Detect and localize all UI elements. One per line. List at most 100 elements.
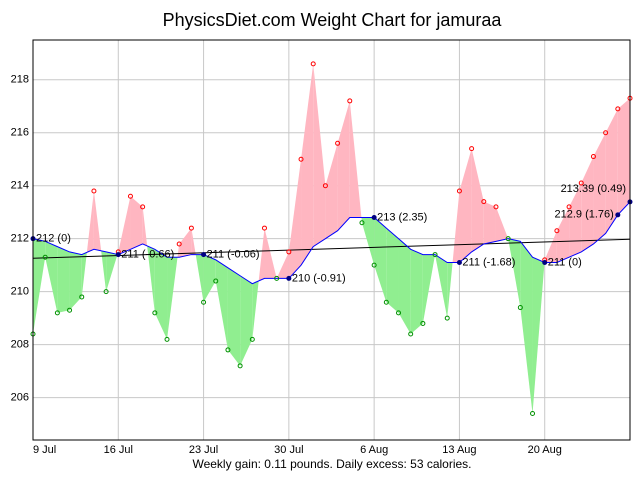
weight-marker (140, 204, 146, 210)
weight-marker (530, 411, 536, 417)
weight-marker (493, 204, 499, 210)
deficit-area (57, 246, 70, 313)
weight-marker (298, 156, 304, 162)
regression-line (32, 238, 631, 259)
deficit-area (215, 259, 228, 350)
caption: Weekly gain: 0.11 pounds. Daily excess: … (192, 457, 471, 471)
trend-line (32, 201, 631, 285)
excess-area (288, 159, 302, 279)
excess-area (452, 190, 460, 263)
deficit-area (374, 217, 387, 303)
weight-marker (54, 310, 60, 316)
trend-dot (286, 275, 292, 281)
trend-label: 211 (-0.06) (207, 248, 260, 260)
excess-area (258, 228, 265, 281)
excess-area (617, 98, 630, 215)
weight-marker (79, 294, 85, 300)
deficit-area (101, 250, 107, 292)
deficit-area (45, 241, 58, 313)
deficit-area (386, 228, 399, 313)
deficit-area (508, 238, 521, 308)
deficit-area (361, 217, 362, 223)
deficit-area (361, 217, 375, 266)
weight-marker (322, 183, 328, 189)
y-tick-label: 216 (11, 127, 29, 139)
excess-area (544, 230, 557, 263)
excess-area (179, 228, 192, 258)
deficit-area (106, 251, 118, 292)
x-tick-label: 9 Jul (33, 444, 56, 456)
y-tick-label: 212 (11, 233, 29, 245)
trend-label: 211 (-0.66) (121, 248, 174, 260)
trend-label: 213.39 (0.49) (561, 183, 626, 195)
excess-area (495, 206, 509, 242)
excess-area (556, 206, 570, 263)
trend-dot (371, 214, 377, 220)
weight-marker (505, 236, 511, 242)
trend-label: 213 (2.35) (377, 211, 427, 223)
excess-area (130, 196, 143, 250)
excess-area (605, 108, 618, 234)
weight-marker (249, 336, 255, 342)
deficit-area (252, 280, 259, 340)
trend-label: 210 (-0.91) (292, 272, 346, 284)
weight-marker (432, 252, 438, 258)
trend-label: 211 (-1.68) (462, 256, 515, 268)
trend-dot (456, 260, 462, 266)
trend-dot (115, 252, 121, 258)
excess-area (581, 156, 594, 252)
weight-marker (566, 204, 572, 210)
weight-marker (152, 310, 158, 316)
weight-marker (517, 305, 523, 311)
weight-marker (347, 98, 353, 104)
weight-marker (103, 289, 109, 295)
y-tick-label: 210 (11, 286, 29, 298)
deficit-area (435, 254, 448, 319)
weight-marker (91, 188, 97, 194)
deficit-area (227, 267, 241, 366)
weight-marker (590, 154, 596, 160)
deficit-area (532, 257, 545, 414)
x-tick-label: 23 Jul (189, 444, 218, 456)
y-tick-label: 214 (11, 180, 29, 192)
excess-area (276, 251, 289, 279)
weight-marker (201, 299, 207, 305)
weight-marker (213, 278, 219, 284)
excess-area (325, 143, 338, 239)
weight-marker (188, 225, 194, 231)
y-tick-label: 206 (11, 392, 29, 404)
weight-marker (310, 61, 316, 67)
excess-area (118, 196, 131, 255)
deficit-area (154, 249, 168, 340)
excess-area (337, 100, 350, 231)
deficit-area (147, 245, 155, 313)
excess-area (93, 190, 102, 251)
weight-marker (261, 225, 267, 231)
deficit-area (447, 262, 453, 319)
trend-dot (542, 260, 548, 266)
deficit-area (520, 241, 533, 414)
deficit-area (422, 254, 436, 324)
x-tick-label: 6 Aug (360, 444, 388, 456)
excess-area (264, 228, 277, 279)
trend-label: 211 (0) (548, 256, 582, 268)
excess-area (483, 201, 496, 244)
x-tick-label: 30 Jul (274, 444, 303, 456)
weight-marker (554, 228, 560, 234)
deficit-area (167, 257, 178, 340)
weight-marker (225, 347, 231, 353)
weight-marker (164, 336, 170, 342)
excess-area (593, 132, 606, 244)
trend-label: 212 (0) (36, 233, 71, 245)
weight-marker (359, 220, 365, 226)
weight-marker (67, 307, 73, 313)
x-tick-label: 13 Aug (442, 444, 476, 456)
deficit-area (203, 254, 216, 303)
deficit-area (81, 252, 87, 297)
y-tick-label: 218 (11, 74, 29, 86)
excess-area (142, 206, 148, 246)
weight-marker (396, 310, 402, 316)
excess-area (191, 228, 196, 255)
